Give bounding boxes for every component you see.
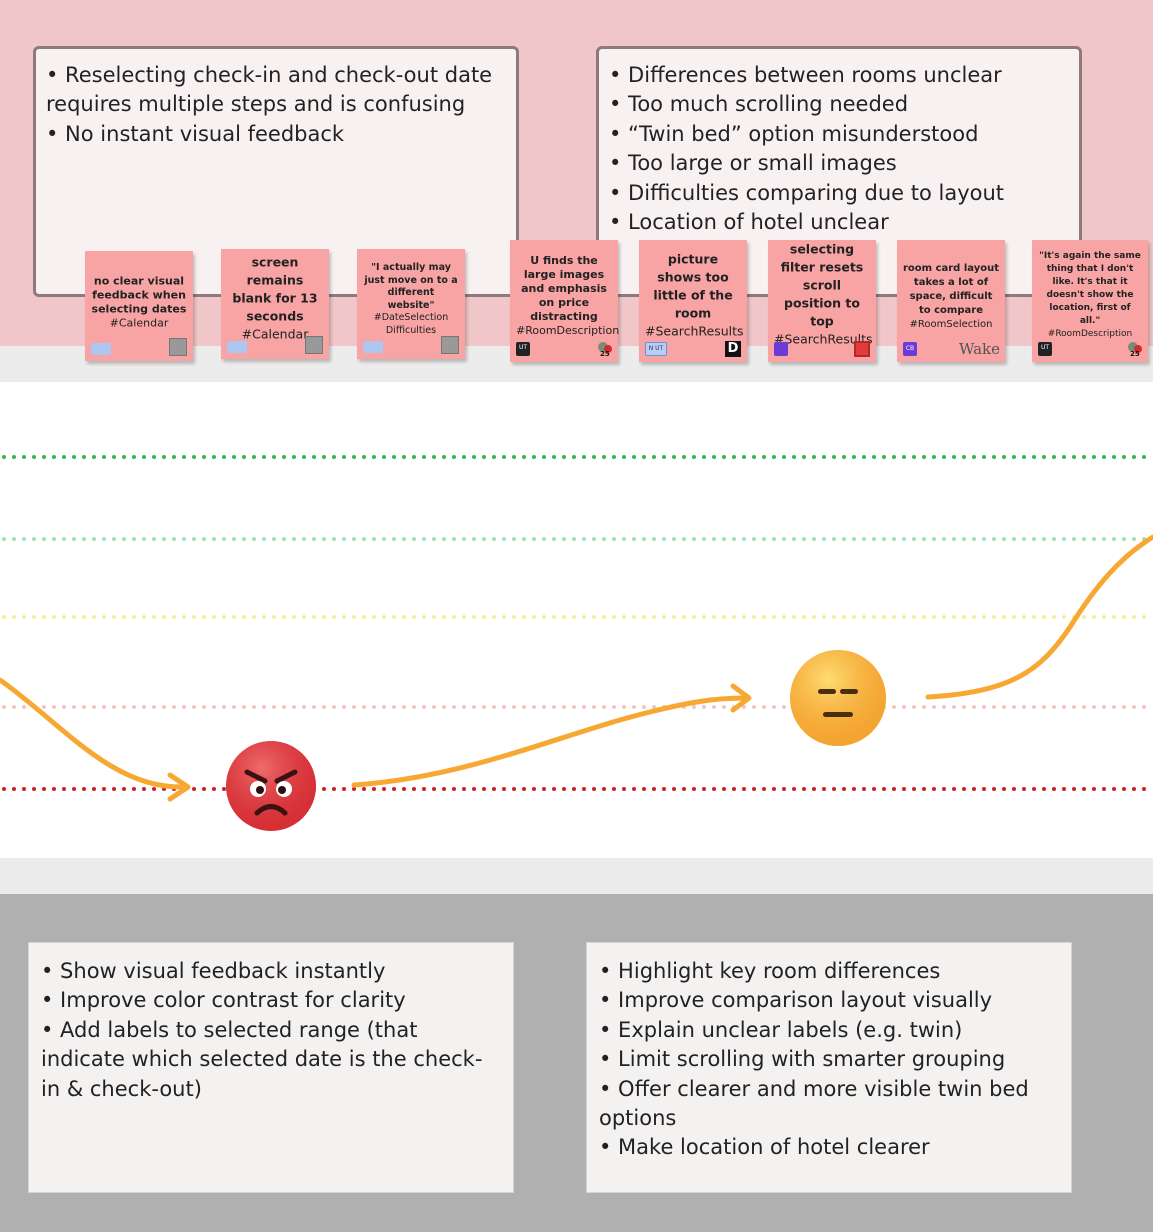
- note-line: • Show visual feedback instantly: [41, 959, 386, 983]
- note-line: • Differences between rooms unclear: [609, 63, 1002, 87]
- note-line: • Difficulties comparing due to layout: [609, 180, 1005, 205]
- sticky-note[interactable]: picture shows too little of the room #Sea…: [639, 240, 747, 362]
- band-divider: [0, 858, 1153, 894]
- d-logo-icon: D: [725, 341, 741, 357]
- sticky-tag: #SearchResults: [645, 323, 744, 339]
- screenshot-thumbnail-icon: [169, 338, 187, 356]
- wake-logo-icon: Wake: [959, 340, 1001, 358]
- sticky-note[interactable]: screen remains blank for 13 seconds #Cale…: [221, 249, 329, 359]
- curve-segment: [351, 695, 748, 788]
- sticky-text: no clear visual feedback when selecting …: [91, 274, 187, 316]
- cb-badge-icon: CB: [903, 342, 917, 356]
- screenshot-thumbnail-icon: [441, 336, 459, 354]
- note-line: • Highlight key room differences: [599, 959, 941, 983]
- ut-badge-icon: UT: [516, 342, 530, 356]
- ut-badge-icon: UT: [1038, 342, 1052, 356]
- emotion-curve: [0, 534, 1153, 802]
- note-line: • Explain unclear labels (e.g. twin): [599, 1017, 963, 1042]
- sticky-tag: #RoomSelection: [909, 318, 993, 330]
- sticky-tag: #Calendar: [109, 316, 169, 330]
- emotion-chart-band: [0, 382, 1153, 858]
- reactions-icon: 25: [1126, 341, 1142, 358]
- sticky-text: selecting filter resets scroll position …: [780, 241, 864, 329]
- sticky-note[interactable]: "I actually may just move on to a differ…: [357, 249, 465, 359]
- sticky-text: "It's again the same thing that I don't …: [1039, 251, 1141, 327]
- note-line: • Add labels to selected range (that ind…: [41, 1017, 483, 1101]
- opportunities-note-room-selection[interactable]: • Highlight key room differences • Impro…: [586, 942, 1072, 1193]
- sticky-text: picture shows too little of the room: [653, 251, 733, 321]
- angry-face-icon: [226, 741, 316, 831]
- sticky-text: screen remains blank for 13 seconds: [232, 254, 318, 324]
- author-badge: [363, 341, 383, 353]
- author-badge: [91, 343, 111, 355]
- author-badge: [227, 341, 247, 353]
- sticky-tag: #SearchResults: [774, 331, 873, 347]
- sticky-text: room card layout takes a lot of space, d…: [903, 262, 999, 316]
- reactions-cluster-icon: 25: [1128, 342, 1142, 358]
- emotion-curve-chart: [0, 455, 1153, 831]
- arrow-head: [730, 683, 752, 713]
- emotion-level-lines: [2, 455, 1153, 791]
- note-line: • “Twin bed” option misunderstood: [609, 121, 979, 146]
- curve-segment: [0, 677, 183, 790]
- note-line: • Too much scrolling needed: [609, 92, 909, 117]
- note-line: • Make location of hotel clearer: [599, 1135, 930, 1160]
- note-line: • Too large or small images: [609, 151, 897, 176]
- sticky-tag: #RoomDescription: [516, 323, 620, 337]
- sticky-tag: #RoomDescription: [1047, 329, 1133, 340]
- sticky-note[interactable]: selecting filter resets scroll position …: [768, 240, 876, 362]
- reactions-icon: 25: [596, 341, 612, 358]
- reaction-count: 25: [600, 350, 610, 357]
- note-line: • Offer clearer and more visible twin be…: [599, 1076, 1029, 1131]
- sticky-tag: #DateSelection Difficulties: [373, 312, 449, 336]
- sticky-note[interactable]: no clear visual feedback when selecting …: [85, 251, 193, 361]
- sticky-text: U finds the large images and emphasis on…: [521, 253, 607, 323]
- screenshot-thumbnail-icon: [305, 336, 323, 354]
- reactions-cluster-icon: 25: [598, 342, 612, 358]
- arrow-head: [167, 772, 191, 802]
- sticky-note[interactable]: "It's again the same thing that I don't …: [1032, 240, 1148, 362]
- cb-badge-icon: [774, 342, 788, 356]
- sticky-note[interactable]: room card layout takes a lot of space, d…: [897, 240, 1005, 362]
- note-line: • No instant visual feedback: [46, 121, 345, 146]
- sticky-tag: #Calendar: [241, 326, 309, 342]
- nut-badge-icon: N UT: [645, 342, 667, 356]
- note-line: • Limit scrolling with smarter grouping: [599, 1047, 1006, 1072]
- note-line: • Improve comparison layout visually: [599, 988, 993, 1013]
- sticky-note[interactable]: U finds the large images and emphasis on…: [510, 240, 620, 362]
- reaction-count: 25: [1130, 350, 1140, 357]
- sticky-text: "I actually may just move on to a differ…: [364, 262, 458, 311]
- app-logo-icon: [854, 341, 870, 357]
- opportunities-note-date-selection[interactable]: • Show visual feedback instantly • Impro…: [28, 942, 514, 1193]
- expressionless-face-icon: [790, 650, 886, 746]
- note-line: • Location of hotel unclear: [609, 210, 889, 235]
- curve-segment: [925, 534, 1153, 700]
- note-line: • Reselecting check-in and check-out dat…: [46, 63, 493, 117]
- note-line: • Improve color contrast for clarity: [41, 988, 406, 1013]
